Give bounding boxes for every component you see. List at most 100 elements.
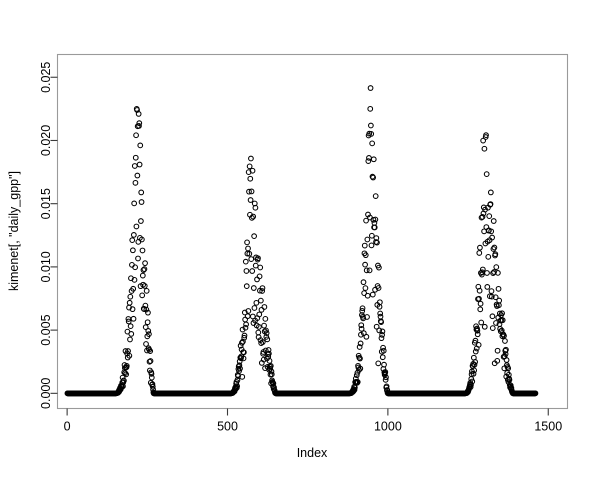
- data-point: [475, 342, 482, 348]
- data-point: [243, 321, 249, 328]
- data-point: [128, 331, 135, 337]
- data-point: [362, 285, 369, 291]
- data-point: [502, 338, 508, 344]
- data-point: [136, 161, 143, 168]
- data-point: [491, 244, 498, 251]
- data-point: [121, 377, 127, 384]
- data-point: [132, 179, 139, 186]
- data-point: [133, 223, 140, 230]
- data-point: [248, 188, 255, 195]
- data-point: [494, 347, 501, 354]
- data-point: [472, 348, 479, 355]
- data-point: [262, 316, 269, 322]
- data-point: [139, 272, 146, 279]
- data-point: [495, 270, 501, 276]
- data-point: [374, 239, 380, 246]
- data-point: [361, 242, 368, 249]
- x-axis-title: Index: [297, 446, 328, 460]
- data-point: [381, 361, 387, 368]
- x-tick-label: 1500: [534, 420, 562, 434]
- data-point: [358, 322, 365, 329]
- data-point: [142, 260, 148, 267]
- data-point: [488, 228, 495, 235]
- data-point: [252, 204, 259, 211]
- data-point: [250, 213, 257, 220]
- data-point: [268, 371, 275, 378]
- data-point: [479, 214, 486, 220]
- data-point: [256, 273, 263, 280]
- data-point: [143, 306, 150, 313]
- data-point: [266, 350, 272, 357]
- y-tick-label: 0.025: [39, 62, 53, 93]
- data-point: [139, 292, 146, 299]
- data-point: [135, 111, 142, 117]
- data-point: [260, 356, 267, 363]
- data-point: [382, 377, 389, 383]
- data-point: [136, 120, 143, 127]
- data-point: [357, 365, 364, 372]
- data-point: [477, 306, 484, 313]
- data-point: [271, 384, 277, 391]
- data-point: [130, 285, 137, 292]
- data-point: [376, 299, 383, 306]
- data-point: [256, 323, 262, 330]
- data-point: [234, 383, 240, 389]
- data-point: [501, 333, 507, 339]
- x-tick-label: 1000: [374, 420, 402, 434]
- data-point: [499, 310, 505, 317]
- data-point: [261, 304, 268, 310]
- data-point: [147, 348, 154, 355]
- data-point: [497, 325, 504, 332]
- data-point: [137, 142, 144, 149]
- data-point: [478, 319, 485, 326]
- data-point: [474, 327, 481, 334]
- data-point: [357, 340, 364, 347]
- data-point: [488, 293, 495, 300]
- y-axis-ticks: 0.000 0.005 0.010 0.015 0.020 0.025: [39, 62, 58, 409]
- data-point: [236, 362, 243, 369]
- data-point: [368, 242, 375, 249]
- data-point: [503, 346, 509, 353]
- data-point: [484, 284, 491, 290]
- x-tick-label: 500: [217, 420, 238, 434]
- data-point: [362, 252, 369, 259]
- data-point: [147, 358, 154, 364]
- data-point: [368, 131, 375, 137]
- data-point: [357, 355, 363, 362]
- data-point: [246, 163, 253, 170]
- data-point: [373, 323, 380, 330]
- data-point: [476, 287, 483, 294]
- data-point: [375, 360, 382, 367]
- data-point: [253, 299, 260, 306]
- data-point: [489, 234, 495, 241]
- data-point: [492, 251, 499, 258]
- y-tick-label: 0.020: [39, 125, 53, 156]
- data-point: [123, 371, 130, 378]
- data-point: [379, 328, 386, 335]
- data-point: [376, 264, 382, 271]
- data-point: [363, 217, 369, 224]
- data-point: [130, 315, 137, 322]
- data-point: [380, 344, 386, 351]
- data-point: [236, 358, 243, 365]
- data-point: [240, 349, 247, 356]
- data-point: [363, 267, 370, 274]
- data-point: [365, 158, 372, 164]
- data-point: [257, 297, 264, 304]
- data-point: [489, 313, 496, 320]
- data-point: [249, 167, 256, 174]
- data-point: [266, 363, 273, 370]
- data-point: [383, 383, 390, 390]
- data-point-zero: [532, 390, 539, 397]
- data-point: [495, 285, 502, 292]
- data-point: [358, 331, 364, 338]
- data-point: [242, 324, 249, 331]
- data-point: [239, 339, 245, 346]
- data-point: [236, 368, 242, 375]
- data-point: [468, 381, 474, 388]
- data-point: [484, 270, 490, 276]
- data-point: [135, 255, 141, 262]
- data-point: [134, 172, 141, 179]
- data-point: [249, 268, 256, 274]
